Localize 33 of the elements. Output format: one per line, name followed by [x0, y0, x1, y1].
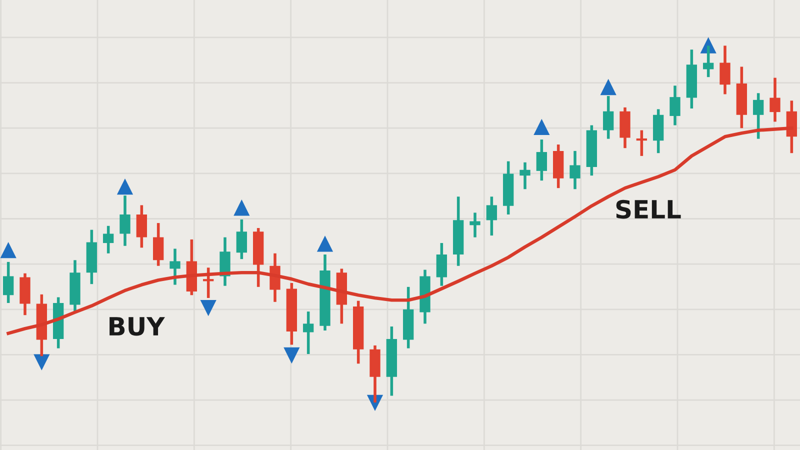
point: [284, 347, 300, 363]
candlestick: [436, 242, 447, 288]
candlestick: [603, 94, 614, 140]
point: [534, 120, 550, 136]
point: [34, 354, 50, 370]
annotation: BUY: [110, 317, 165, 336]
candlestick: [136, 204, 147, 250]
candlestick: [520, 160, 530, 191]
candlestick: [170, 247, 180, 286]
candlestick: [120, 194, 130, 248]
candlestick: [236, 218, 247, 260]
candlestick: [703, 44, 714, 78]
candlestick: [3, 260, 14, 304]
candlestick: [753, 92, 764, 140]
point: [117, 179, 133, 195]
point: [317, 236, 333, 252]
candlestick: [203, 266, 214, 300]
candlestick: [670, 84, 680, 127]
candlestick: [720, 44, 730, 96]
point: [200, 300, 216, 316]
point: [0, 242, 16, 258]
point: [600, 80, 616, 96]
candlestick: [470, 211, 480, 239]
candlestick: [770, 76, 780, 124]
candlestick: [570, 150, 580, 191]
candlestick: [103, 224, 114, 255]
annotation: SELL: [616, 200, 681, 219]
point: [234, 200, 250, 216]
candlestick: [536, 138, 547, 182]
candlestick: [153, 222, 164, 268]
candlestick: [636, 128, 647, 158]
candlestick: [303, 310, 314, 356]
candlestick: [486, 195, 497, 237]
